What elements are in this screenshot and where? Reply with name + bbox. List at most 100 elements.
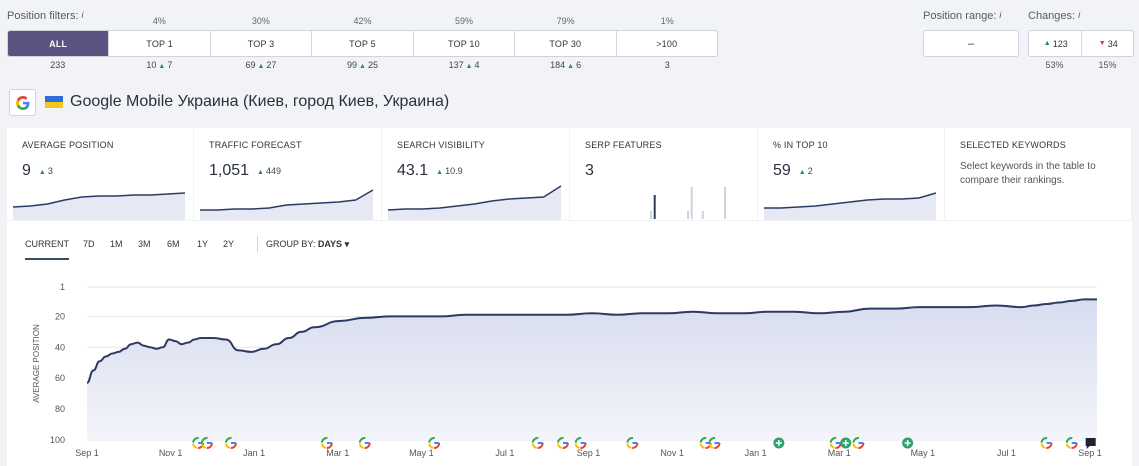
- range-tab-1y[interactable]: 1Y: [197, 239, 209, 249]
- position-range-input[interactable]: –: [923, 30, 1019, 57]
- metric-card-serp[interactable]: SERP FEATURES 3: [570, 128, 757, 220]
- metric-delta: ▲ 3: [37, 166, 53, 176]
- y-tick-label: 80: [55, 404, 65, 414]
- google-icon[interactable]: [626, 437, 639, 449]
- google-icon[interactable]: [556, 437, 569, 449]
- google-icon: [15, 95, 29, 110]
- position-filter-bar: ALL TOP 1 TOP 3 TOP 5 TOP 10 TOP 30 >100: [7, 30, 718, 57]
- x-tick-label: Nov 1: [159, 448, 183, 458]
- filter-tab-label: TOP 1: [146, 38, 173, 49]
- y-tick-label: 60: [55, 373, 65, 383]
- metric-delta-value: 449: [265, 165, 282, 176]
- x-tick-label: Mar 1: [828, 448, 851, 458]
- area-fill: [87, 299, 1097, 440]
- info-icon[interactable]: i: [81, 10, 84, 20]
- arrow-up-icon: ▲: [465, 63, 473, 70]
- filter-tab-top1[interactable]: TOP 1: [109, 31, 211, 56]
- metric-card-top10[interactable]: % IN TOP 10 59 ▲ 2: [758, 128, 944, 220]
- google-icon[interactable]: [1040, 437, 1053, 449]
- x-tick-label: Jul 1: [997, 448, 1016, 458]
- filter-tab-label: ALL: [49, 38, 68, 49]
- filter-tab-all[interactable]: ALL: [8, 31, 110, 56]
- y-tick-label: 20: [55, 311, 65, 321]
- google-icon[interactable]: [320, 437, 333, 449]
- filter-tab-top5[interactable]: TOP 5: [312, 31, 414, 56]
- changes-up-button[interactable]: ▲ 123: [1029, 31, 1082, 56]
- note-icon[interactable]: [1085, 438, 1096, 449]
- google-icon[interactable]: [574, 437, 587, 449]
- changes-down-button[interactable]: ▼ 34: [1082, 31, 1134, 56]
- changes-filter: ▲ 123 ▼ 34: [1028, 30, 1134, 57]
- arrow-up-icon: ▲: [158, 63, 166, 70]
- range-tab-7d[interactable]: 7D: [83, 239, 95, 249]
- google-icon[interactable]: [699, 437, 712, 449]
- group-by-dropdown[interactable]: DAYS ▾: [318, 239, 349, 249]
- sparkline: [764, 192, 937, 220]
- google-arc-green: [428, 437, 441, 449]
- position-filters-label: Position filters: i: [7, 10, 84, 22]
- info-icon[interactable]: i: [999, 10, 1002, 20]
- plus-icon[interactable]: [773, 437, 785, 449]
- google-arc-green: [358, 437, 371, 449]
- plus-icon[interactable]: [902, 437, 914, 449]
- google-arc-green: [574, 437, 587, 449]
- arrow-up-icon: ▲: [1043, 40, 1051, 47]
- x-tick-label: Sep 1: [75, 448, 99, 458]
- x-tick-label: May 1: [911, 448, 936, 458]
- changes-up-value: 123: [1052, 38, 1068, 49]
- sparkline: [387, 185, 562, 220]
- position-range-label: Position range: i: [923, 10, 1001, 22]
- metric-card-visibility[interactable]: SEARCH VISIBILITY 43.1 ▲ 10.9: [382, 128, 569, 220]
- filter-tab-label: TOP 30: [549, 38, 582, 49]
- x-tick-label: May 1: [409, 448, 434, 458]
- google-icon[interactable]: [358, 437, 371, 449]
- filter-count-value: 99: [347, 60, 358, 70]
- filter-tab-top3[interactable]: TOP 3: [211, 31, 313, 56]
- filter-tab-top10[interactable]: TOP 10: [414, 31, 516, 56]
- google-icon[interactable]: [200, 437, 213, 449]
- arrow-up-icon: ▲: [567, 63, 575, 70]
- info-icon[interactable]: i: [1078, 10, 1081, 20]
- search-engine-selector[interactable]: [9, 89, 36, 116]
- google-icon[interactable]: [531, 437, 544, 449]
- range-tab-1m[interactable]: 1M: [110, 239, 123, 249]
- serp-bar: [650, 211, 652, 219]
- google-arc-green: [852, 437, 865, 449]
- sparkline: [12, 192, 186, 220]
- range-tab-6m[interactable]: 6M: [167, 239, 180, 249]
- range-tab-2y[interactable]: 2Y: [223, 239, 235, 249]
- position-range-value: –: [967, 37, 975, 50]
- range-tab-current[interactable]: CURRENT: [25, 239, 69, 260]
- changes-label: Changes: i: [1028, 10, 1080, 22]
- changes-down-pct: 15%: [1098, 60, 1117, 70]
- metric-card-selected[interactable]: SELECTED KEYWORDS Select keywords in the …: [945, 128, 1131, 220]
- google-icon[interactable]: [224, 437, 237, 449]
- x-tick-label: Nov 1: [660, 448, 684, 458]
- position-filter-counts: 233 10 ▲ 7 69 ▲ 27 99 ▲ 25 137 ▲ 4 184 ▲ 6 3: [7, 60, 718, 72]
- plus-icon[interactable]: [840, 437, 852, 449]
- google-arc-green: [1040, 437, 1053, 449]
- sparkline-area: [764, 193, 936, 220]
- metric-card-value: 59 ▲ 2: [773, 162, 813, 180]
- sparkline-line: [12, 192, 186, 208]
- sparkline-line: [764, 192, 937, 209]
- metric-card-traffic[interactable]: TRAFFIC FORECAST 1,051 ▲ 449: [194, 128, 381, 220]
- google-icon[interactable]: [428, 437, 441, 449]
- filter-tab-100[interactable]: >100: [617, 31, 717, 56]
- google-icon[interactable]: [852, 437, 865, 449]
- filter-percent: 79%: [556, 16, 575, 26]
- filter-tab-top30[interactable]: TOP 30: [515, 31, 617, 56]
- filter-count-value: 10: [146, 60, 157, 70]
- google-icon[interactable]: [708, 437, 721, 449]
- metric-value: 1,051: [209, 162, 250, 179]
- tab-divider: [257, 236, 258, 252]
- filter-count: 233: [7, 60, 109, 70]
- arrow-up-icon: ▲: [38, 168, 46, 176]
- metric-card-avg[interactable]: AVERAGE POSITION 9 ▲ 3: [7, 128, 193, 220]
- filter-count-value: 3: [664, 60, 670, 70]
- google-icon[interactable]: [1065, 437, 1078, 449]
- filter-count: 3: [616, 60, 718, 70]
- google-icon[interactable]: [192, 437, 205, 449]
- search-engine-title: Google Mobile Украина (Киев, город Киев,…: [70, 93, 450, 110]
- range-tab-3m[interactable]: 3M: [138, 239, 151, 249]
